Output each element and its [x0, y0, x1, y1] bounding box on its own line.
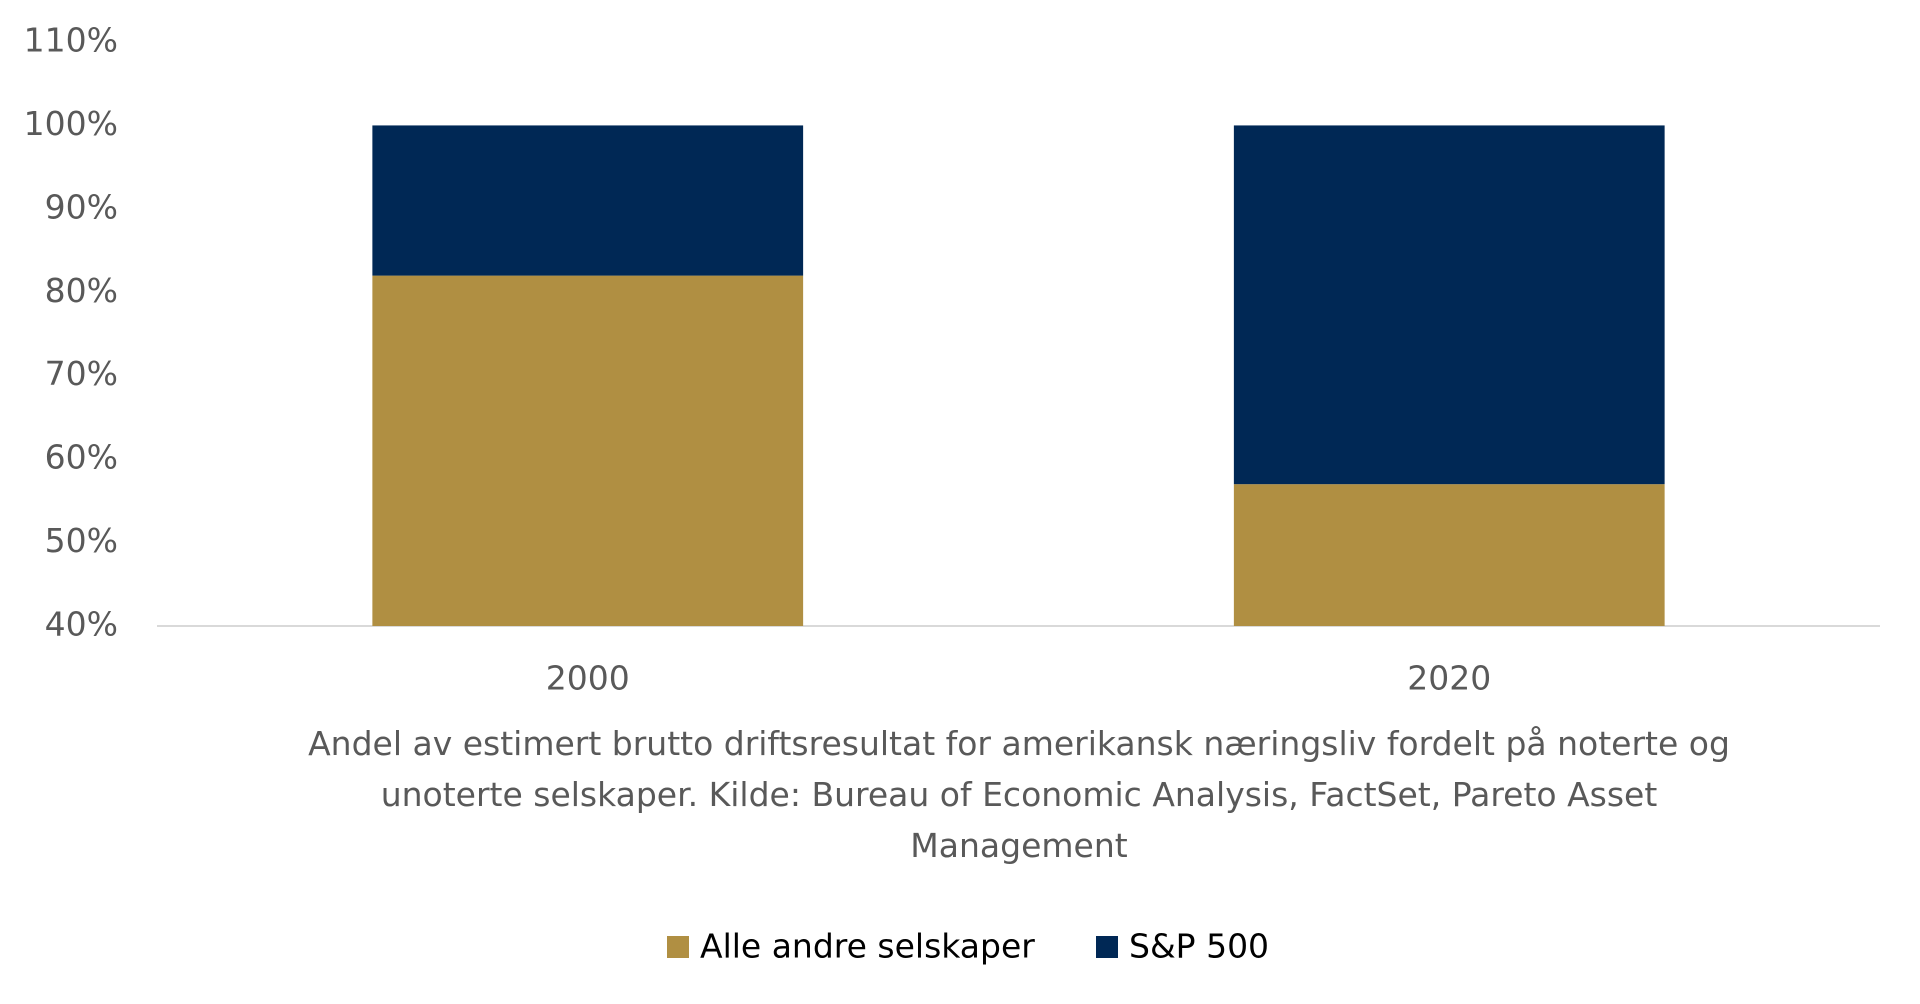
- x-tick-label: 2000: [546, 659, 630, 698]
- bar-segment: [1233, 484, 1665, 626]
- y-tick-label: 40%: [45, 605, 118, 644]
- y-tick-label: 110%: [24, 21, 118, 60]
- y-tick-label: 80%: [45, 271, 118, 310]
- y-tick-label: 90%: [45, 187, 118, 226]
- x-axis-title: Andel av estimert brutto driftsresultat …: [308, 724, 1730, 865]
- bar-segment: [372, 125, 804, 276]
- y-tick-label: 60%: [45, 438, 118, 477]
- legend-label: S&P 500: [1129, 927, 1269, 966]
- legend-label: Alle andre selskaper: [700, 927, 1035, 966]
- bar-segment: [1233, 125, 1665, 485]
- bar-segment: [372, 275, 804, 626]
- y-tick-label: 50%: [45, 521, 118, 560]
- x-tick-label: 2020: [1407, 659, 1491, 698]
- legend-swatch: [1096, 936, 1118, 958]
- y-tick-label: 100%: [24, 104, 118, 143]
- legend-swatch: [667, 936, 689, 958]
- y-tick-label: 70%: [45, 354, 118, 393]
